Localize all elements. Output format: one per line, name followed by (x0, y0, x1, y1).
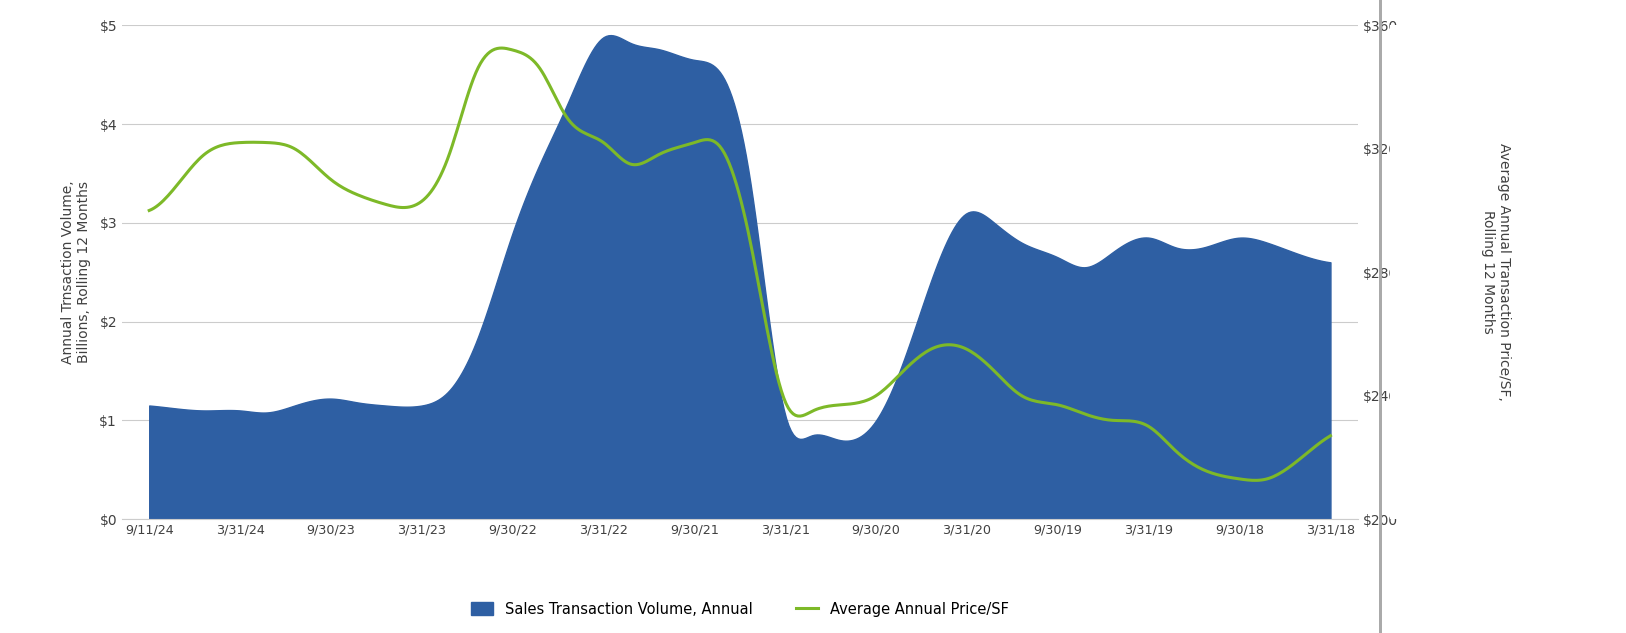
Text: Average Annual Transaction Price/SF,
Rolling 12 Months: Average Annual Transaction Price/SF, Rol… (1481, 143, 1511, 401)
Legend: Sales Transaction Volume, Annual, Average Annual Price/SF: Sales Transaction Volume, Annual, Averag… (465, 596, 1015, 622)
Y-axis label: Annual Trnsaction Volume,
Billions, Rolling 12 Months: Annual Trnsaction Volume, Billions, Roll… (60, 180, 91, 364)
